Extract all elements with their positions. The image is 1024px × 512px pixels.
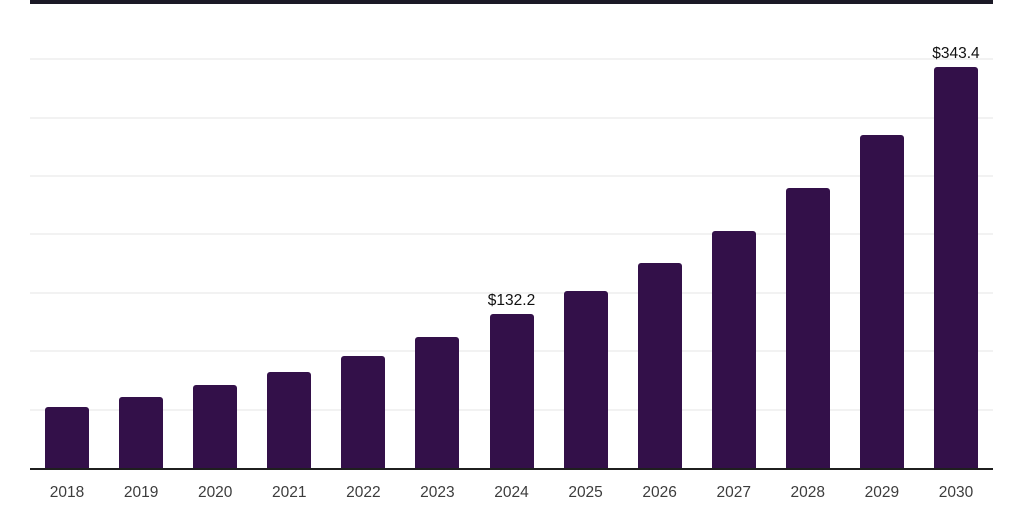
gridline	[30, 116, 993, 119]
bar-2019	[119, 397, 164, 468]
x-tick-2025: 2025	[568, 484, 603, 501]
bar-2026	[637, 263, 682, 468]
bar-2030	[933, 66, 978, 468]
x-tick-2028: 2028	[790, 484, 826, 501]
x-tick-2027: 2027	[716, 484, 751, 501]
value-label-2030: $343.4	[932, 44, 980, 62]
x-tick-2018: 2018	[49, 484, 85, 501]
bar-2023	[415, 336, 460, 468]
bar-2025	[563, 290, 608, 468]
x-tick-2030: 2030	[938, 484, 974, 501]
x-axis-line	[30, 468, 993, 470]
bar-2024	[489, 313, 534, 468]
bar-2027	[711, 230, 756, 468]
x-tick-2021: 2021	[272, 484, 307, 501]
x-tick-2022: 2022	[346, 484, 381, 501]
bar-2022	[341, 355, 386, 468]
bar-2029	[859, 135, 904, 468]
x-tick-2023: 2023	[420, 484, 455, 501]
gridline	[30, 233, 993, 236]
gridline	[30, 291, 993, 294]
value-label-2024: $132.2	[487, 291, 536, 309]
x-tick-2024: 2024	[494, 484, 529, 501]
x-tick-2026: 2026	[642, 484, 677, 501]
gridline	[30, 175, 993, 177]
bar-2021	[267, 371, 312, 468]
x-tick-2019: 2019	[123, 484, 159, 501]
plot-area: $132.2 $343.4	[30, 0, 993, 470]
chart-top-border	[30, 0, 993, 4]
bar-2018	[45, 407, 90, 468]
gridline	[30, 58, 993, 61]
x-tick-2029: 2029	[864, 484, 900, 501]
bar-2020	[193, 384, 238, 468]
bar-2028	[785, 188, 830, 468]
x-tick-2020: 2020	[197, 484, 233, 501]
